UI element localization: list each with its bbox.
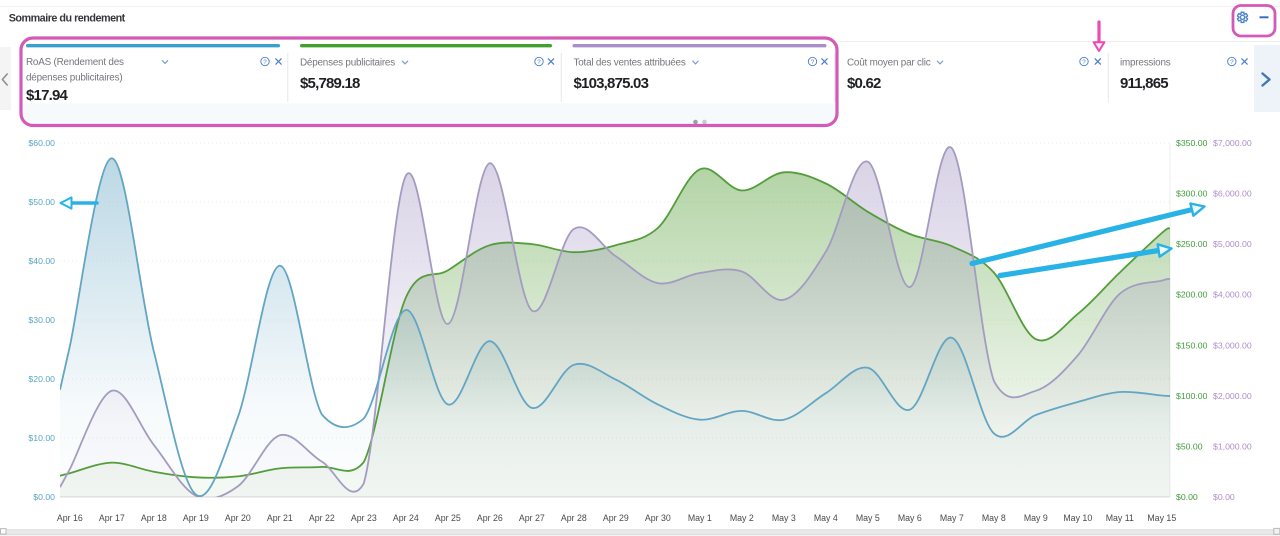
svg-text:May 10: May 10 (1063, 513, 1092, 523)
svg-text:$50.00: $50.00 (28, 197, 55, 207)
svg-text:Apr 19: Apr 19 (183, 513, 209, 523)
svg-text:Apr 17: Apr 17 (99, 513, 125, 523)
svg-text:May 9: May 9 (1024, 513, 1048, 523)
svg-text:$3,000.00: $3,000.00 (1213, 340, 1252, 350)
svg-text:Apr 23: Apr 23 (351, 513, 377, 523)
svg-text:$0.62: $0.62 (847, 75, 881, 92)
svg-text:May 5: May 5 (856, 513, 880, 523)
svg-text:May 3: May 3 (772, 513, 796, 523)
svg-text:?: ? (1230, 59, 1234, 66)
svg-text:Apr 28: Apr 28 (561, 513, 587, 523)
svg-text:dépenses publicitaires): dépenses publicitaires) (26, 73, 122, 84)
svg-text:RoAS (Rendement des: RoAS (Rendement des (26, 57, 124, 68)
svg-text:$350.00: $350.00 (1176, 138, 1208, 148)
svg-text:$100.00: $100.00 (1176, 391, 1208, 401)
svg-text:$60.00: $60.00 (28, 138, 55, 148)
svg-text:$50.00: $50.00 (1176, 441, 1203, 451)
svg-text:Sommaire du rendement: Sommaire du rendement (9, 12, 126, 24)
svg-text:Apr 22: Apr 22 (309, 513, 335, 523)
svg-text:Apr 20: Apr 20 (225, 513, 251, 523)
svg-text:May 11: May 11 (1106, 513, 1134, 523)
svg-text:?: ? (263, 59, 267, 66)
svg-text:$6,000.00: $6,000.00 (1213, 189, 1252, 199)
svg-text:Apr 18: Apr 18 (141, 513, 167, 523)
svg-text:Dépenses publicitaires: Dépenses publicitaires (300, 58, 395, 69)
svg-text:$7,000.00: $7,000.00 (1213, 138, 1252, 148)
svg-text:$30.00: $30.00 (28, 315, 55, 325)
svg-text:May 15: May 15 (1147, 513, 1176, 523)
svg-text:$300.00: $300.00 (1176, 189, 1208, 199)
svg-text:May 4: May 4 (814, 513, 838, 523)
svg-text:$2,000.00: $2,000.00 (1213, 391, 1252, 401)
svg-text:Apr 21: Apr 21 (267, 513, 293, 523)
svg-text:$200.00: $200.00 (1176, 290, 1208, 300)
svg-text:May 1: May 1 (688, 513, 712, 523)
svg-text:$250.00: $250.00 (1176, 239, 1208, 249)
svg-text:?: ? (537, 59, 541, 66)
svg-text:$150.00: $150.00 (1176, 340, 1208, 350)
svg-text:$0.00: $0.00 (1213, 492, 1235, 502)
svg-text:$5,000.00: $5,000.00 (1213, 239, 1252, 249)
svg-text:Apr 26: Apr 26 (477, 513, 503, 523)
svg-text:impressions: impressions (1120, 58, 1171, 69)
svg-text:$10.00: $10.00 (28, 433, 55, 443)
svg-text:$0.00: $0.00 (33, 492, 55, 502)
svg-text:Apr 25: Apr 25 (435, 513, 461, 523)
svg-text:?: ? (811, 59, 815, 66)
svg-text:$20.00: $20.00 (28, 374, 55, 384)
svg-text:911,865: 911,865 (1120, 75, 1168, 92)
svg-text:May 6: May 6 (898, 513, 922, 523)
svg-text:Coût moyen par clic: Coût moyen par clic (847, 58, 931, 69)
svg-text:$1,000.00: $1,000.00 (1213, 441, 1252, 451)
svg-text:$40.00: $40.00 (28, 256, 55, 266)
svg-text:Apr 16: Apr 16 (57, 513, 83, 523)
svg-text:$4,000.00: $4,000.00 (1213, 290, 1252, 300)
svg-text:Apr 30: Apr 30 (645, 513, 671, 523)
svg-text:May 8: May 8 (982, 513, 1006, 523)
svg-text:$0.00: $0.00 (1176, 492, 1198, 502)
svg-text:$5,789.18: $5,789.18 (300, 75, 360, 92)
svg-text:May 2: May 2 (730, 513, 754, 523)
svg-text:$103,875.03: $103,875.03 (574, 75, 649, 92)
svg-text:?: ? (1082, 59, 1086, 66)
svg-text:Apr 24: Apr 24 (393, 513, 419, 523)
svg-text:May 7: May 7 (940, 513, 964, 523)
svg-text:Total des ventes attribuées: Total des ventes attribuées (574, 58, 686, 69)
svg-text:Apr 29: Apr 29 (603, 513, 629, 523)
svg-text:Apr 27: Apr 27 (519, 513, 545, 523)
svg-text:$17.94: $17.94 (26, 87, 69, 104)
